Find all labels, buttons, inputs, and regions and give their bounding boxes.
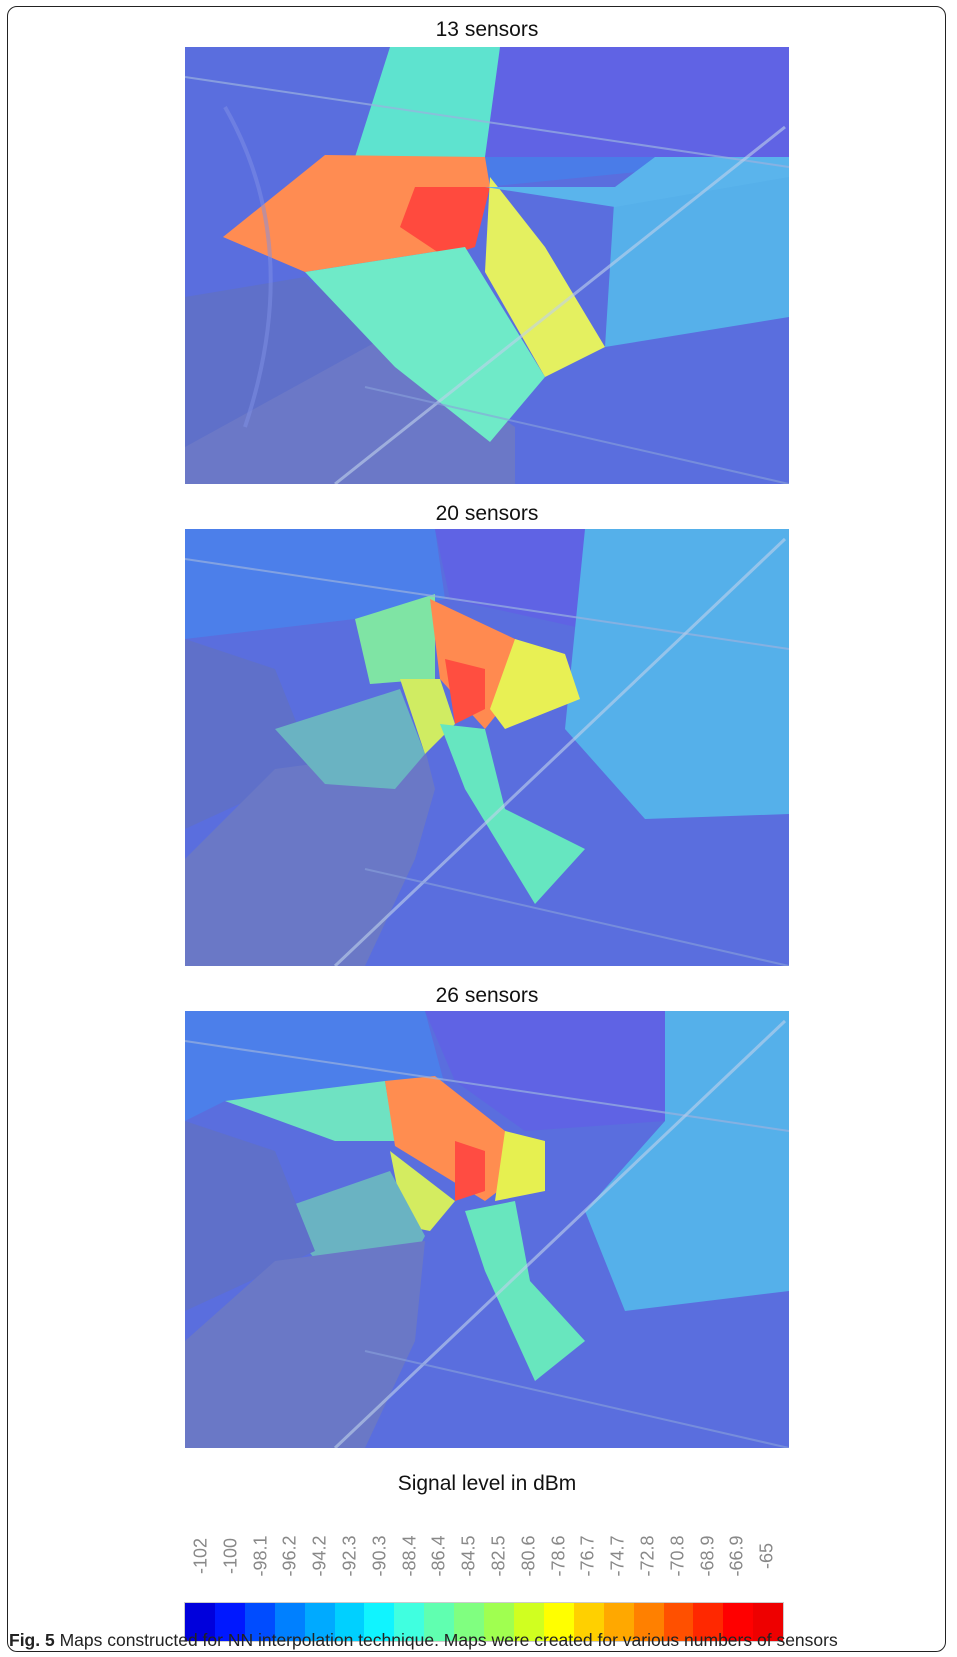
legend-tick: -68.9 <box>697 1515 718 1597</box>
legend-tick-label: -65 <box>756 1542 777 1570</box>
legend-tick: -86.4 <box>429 1515 449 1597</box>
legend-tick: -76.7 <box>578 1515 598 1597</box>
legend-tick: -94.2 <box>310 1515 330 1597</box>
map-title-20: 20 sensors <box>435 502 539 525</box>
legend-color-cell <box>185 1603 215 1641</box>
legend-tick-label: -98.1 <box>250 1535 270 1577</box>
legend-tick-label: -74.7 <box>607 1535 628 1577</box>
figure-frame <box>7 6 946 1652</box>
legend-tick: -66.9 <box>727 1515 747 1597</box>
legend-tick: -92.3 <box>339 1515 360 1597</box>
map-title-13: 13 sensors <box>435 18 539 41</box>
legend-color-cell <box>753 1603 784 1641</box>
legend-tick: -102 <box>190 1515 211 1597</box>
legend-tick-label: -102 <box>190 1537 211 1575</box>
legend-tick-label: -78.6 <box>548 1535 568 1577</box>
legend-color-cell <box>424 1603 455 1641</box>
map-13-sensors <box>185 47 789 484</box>
legend-tick: -70.8 <box>667 1515 688 1597</box>
legend-tick-label: -76.7 <box>577 1535 598 1577</box>
legend-color-cell <box>244 1603 275 1641</box>
legend-tick-label: -72.8 <box>637 1535 658 1577</box>
legend-color-cell <box>454 1603 485 1641</box>
legend-color-cell <box>543 1603 574 1641</box>
legend-color-cell <box>693 1603 724 1641</box>
legend-color-cell <box>484 1603 514 1641</box>
map-20-sensors <box>185 529 789 966</box>
legend-tick-label: -80.6 <box>518 1535 539 1577</box>
legend-color-cell <box>274 1603 305 1641</box>
caption-label: Fig. 5 <box>9 1630 55 1650</box>
legend-tick: -90.3 <box>369 1515 390 1597</box>
legend-tick: -96.2 <box>280 1515 300 1597</box>
legend-color-cell <box>334 1603 365 1641</box>
legend-tick-label: -88.4 <box>399 1535 419 1577</box>
legend-tick: -80.6 <box>518 1515 539 1597</box>
legend-color-cell <box>214 1603 245 1641</box>
figure-caption: Fig. 5 Maps constructed for NN interpola… <box>9 1630 949 1651</box>
legend-colorbar <box>184 1602 784 1642</box>
legend-tick-label: -66.9 <box>726 1535 747 1577</box>
legend-tick: -100 <box>220 1515 241 1597</box>
legend-color-cell <box>394 1603 425 1641</box>
legend-tick-label: -100 <box>220 1537 241 1575</box>
map-title-26: 26 sensors <box>435 984 539 1007</box>
legend-tick-label: -92.3 <box>339 1535 360 1577</box>
legend-tick: -84.5 <box>459 1515 479 1597</box>
legend-tick: -98.1 <box>250 1515 271 1597</box>
legend-title: Signal level in dBm <box>397 1472 577 1495</box>
legend-color-cell <box>723 1603 754 1641</box>
legend-color-cell <box>364 1603 395 1641</box>
legend-color-cell <box>603 1603 634 1641</box>
legend-tick-label: -70.8 <box>667 1535 688 1577</box>
map-26-sensors <box>185 1011 789 1448</box>
legend-tick-label: -82.5 <box>488 1535 509 1577</box>
legend-color-cell <box>304 1603 335 1641</box>
caption-text: Maps constructed for NN interpolation te… <box>54 1630 838 1650</box>
legend-tick: -65 <box>757 1515 777 1597</box>
legend-tick-label: -86.4 <box>428 1535 449 1577</box>
legend-tick-label: -90.3 <box>369 1535 390 1577</box>
legend-color-cell <box>633 1603 664 1641</box>
legend-tick-label: -84.5 <box>458 1535 479 1577</box>
legend-tick: -88.4 <box>399 1515 420 1597</box>
legend-tick-label: -96.2 <box>279 1535 300 1577</box>
legend-color-cell <box>513 1603 544 1641</box>
legend-tick: -72.8 <box>637 1515 658 1597</box>
legend-tick-label: -68.9 <box>697 1535 717 1577</box>
legend-tick-label: -94.2 <box>309 1535 330 1577</box>
legend-tick: -74.7 <box>608 1515 628 1597</box>
legend-tick: -78.6 <box>548 1515 569 1597</box>
legend-tick: -82.5 <box>488 1515 509 1597</box>
legend-color-cell <box>663 1603 694 1641</box>
legend-color-cell <box>573 1603 604 1641</box>
